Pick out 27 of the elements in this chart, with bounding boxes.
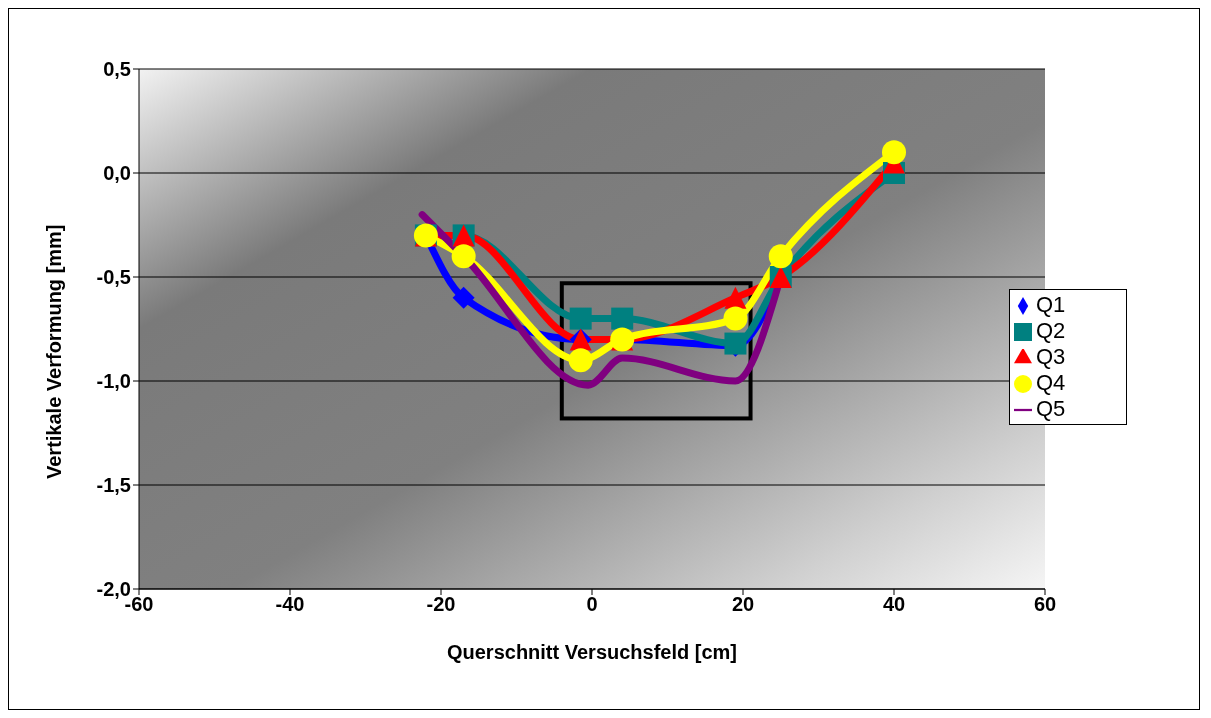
y-tick-label: -1,5 <box>96 474 131 497</box>
y-tick-label: -0,5 <box>96 266 131 289</box>
point <box>568 348 593 373</box>
x-tick-label: 60 <box>1033 593 1057 616</box>
y-axis-title: Vertikale Verformung [mm] <box>43 224 66 479</box>
point <box>451 244 476 269</box>
x-tick-label: -40 <box>275 593 305 616</box>
point <box>723 306 748 331</box>
point <box>611 307 634 330</box>
x-axis-title: Querschnitt Versuchsfeld [cm] <box>446 641 738 663</box>
point <box>569 307 592 330</box>
point <box>724 286 747 309</box>
x-tick-label: 0 <box>586 593 598 616</box>
y-tick-label: 0,5 <box>103 58 131 81</box>
legend-label: Q4 <box>1036 370 1066 395</box>
legend-label: Q5 <box>1036 396 1066 421</box>
x-tick-label: 20 <box>731 593 755 616</box>
point <box>452 286 475 309</box>
point <box>768 244 793 269</box>
y-tick-label: -1,0 <box>96 370 131 393</box>
legend-label: Q1 <box>1036 292 1066 317</box>
legend-label: Q3 <box>1036 344 1066 369</box>
x-tick-label: 40 <box>882 593 906 616</box>
x-tick-label: -20 <box>426 593 456 616</box>
legend-label: Q2 <box>1036 318 1066 343</box>
y-tick-label: 0,0 <box>103 162 131 185</box>
point <box>882 140 906 165</box>
